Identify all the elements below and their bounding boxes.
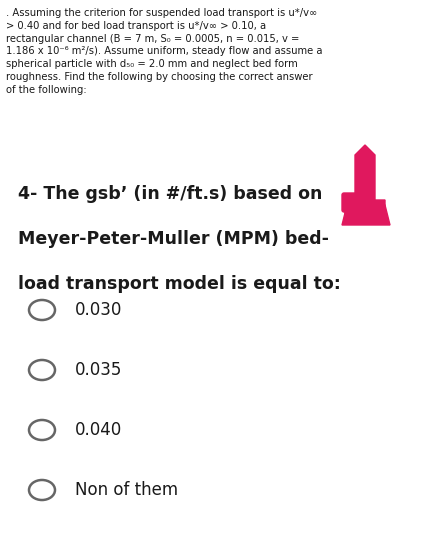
Text: 0.035: 0.035 [75,361,123,379]
Polygon shape [345,145,385,215]
Polygon shape [342,205,390,225]
Text: 4- The gsb’ (in #/ft.s) based on: 4- The gsb’ (in #/ft.s) based on [18,185,322,203]
Text: . Assuming the criterion for suspended load transport is u*/v∞
> 0.40 and for be: . Assuming the criterion for suspended l… [6,8,323,95]
Text: Meyer-Peter-Muller (MPM) bed-: Meyer-Peter-Muller (MPM) bed- [18,230,329,248]
Text: load transport model is equal to:: load transport model is equal to: [18,275,341,293]
Text: 0.040: 0.040 [75,421,122,439]
FancyBboxPatch shape [342,193,358,212]
Text: Non of them: Non of them [75,481,178,499]
Text: 0.030: 0.030 [75,301,123,319]
